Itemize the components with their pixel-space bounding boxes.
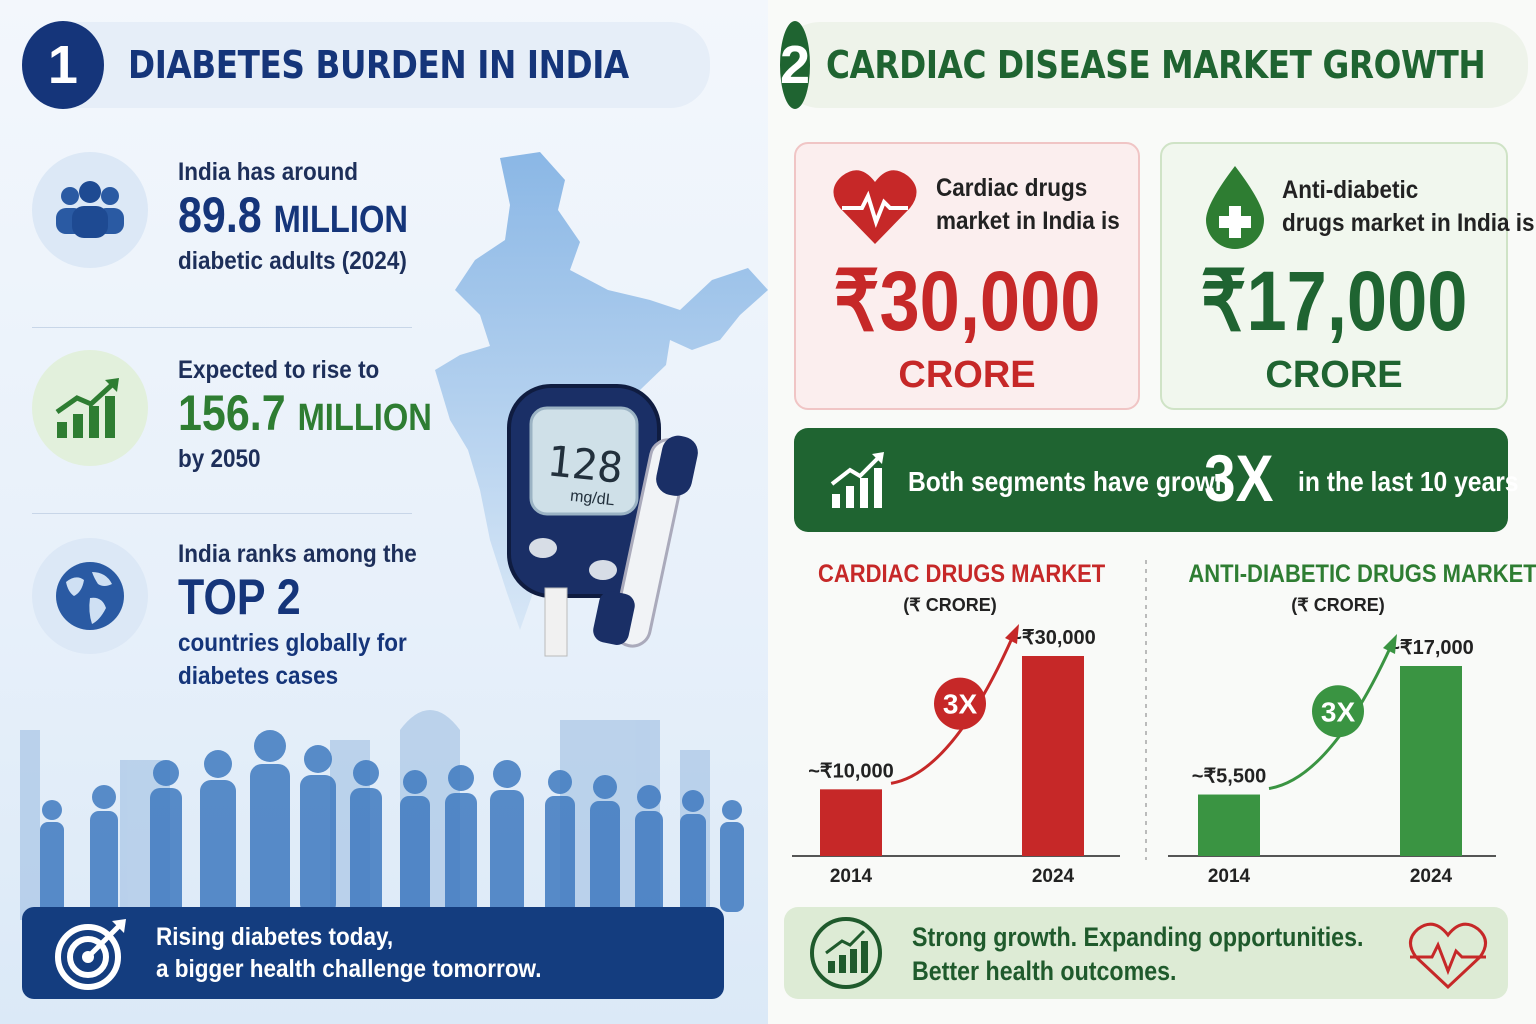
market-growth-charts: ~₹10,000 2014 ~₹30,000 2024 3X ~₹5,500 2014 ~₹1… bbox=[792, 560, 1496, 887]
section-title: CARDIAC DISEASE MARKET GROWTH bbox=[826, 43, 1486, 87]
card-amount: ₹30,000 bbox=[833, 254, 1101, 348]
right-footer-banner: Strong growth. Expanding opportunities. … bbox=[784, 907, 1508, 999]
section-number: 1 bbox=[22, 21, 104, 109]
section-number: 2 bbox=[780, 21, 811, 109]
section-2-header: 2 CARDIAC DISEASE MARKET GROWTH bbox=[780, 21, 1528, 109]
growth-arrowhead bbox=[1383, 634, 1397, 654]
stat-global-rank: India ranks among the TOP 2 countries gl… bbox=[32, 538, 432, 708]
section-1-header: 1 DIABETES BURDEN IN INDIA bbox=[22, 21, 710, 109]
stat-pre: India ranks among the bbox=[178, 540, 417, 568]
heart-pulse-outline-icon bbox=[1409, 922, 1487, 990]
card-unit: CRORE bbox=[1265, 354, 1403, 396]
chart-bar bbox=[1022, 656, 1084, 856]
stat-value: 156.7 MILLION bbox=[178, 385, 432, 443]
stat-expected-rise: Expected to rise to 156.7 MILLION by 205… bbox=[32, 350, 432, 510]
chart-value-label: ~₹30,000 bbox=[1010, 627, 1096, 649]
multiplier-badge bbox=[1312, 685, 1364, 738]
growth-text-1: Both segments have grown bbox=[908, 466, 1230, 497]
growth-arrow bbox=[890, 635, 1015, 785]
growth-chart-icon bbox=[32, 350, 148, 466]
stat-post: diabetic adults (2024) bbox=[178, 246, 407, 275]
card-unit: CRORE bbox=[898, 354, 1036, 396]
growth-chart-icon bbox=[830, 452, 884, 508]
cardiac-chart-title: CARDIAC DRUGS MARKET bbox=[818, 560, 1106, 588]
drop-plus-icon bbox=[1206, 166, 1264, 249]
growth-arrowhead bbox=[1005, 624, 1019, 644]
growth-highlight-banner: Both segments have grown 3X in the last … bbox=[794, 428, 1519, 532]
stat-post: by 2050 bbox=[178, 444, 261, 473]
chart-value-label: ~₹5,500 bbox=[1192, 766, 1266, 788]
stat-pre: Expected to rise to bbox=[178, 356, 380, 384]
stat-post: countries globally for bbox=[178, 628, 407, 657]
banner-line-2: Better health outcomes. bbox=[912, 955, 1177, 986]
chart-category-label: 2024 bbox=[1410, 866, 1453, 887]
chart-bar bbox=[1198, 794, 1260, 856]
card-label-1: Cardiac drugs bbox=[936, 174, 1088, 202]
cardiac-market-card: Cardiac drugs market in India is ₹30,000… bbox=[794, 142, 1140, 410]
growth-circle-icon bbox=[810, 917, 882, 989]
diabetic-chart-subtitle: (₹ CRORE) bbox=[1291, 595, 1385, 615]
card-label-2: market in India is bbox=[936, 206, 1120, 235]
stat-big: TOP 2 bbox=[178, 569, 301, 625]
stat-unit: MILLION bbox=[297, 397, 432, 439]
section-title: DIABETES BURDEN IN INDIA bbox=[127, 43, 629, 87]
card-amount: ₹17,000 bbox=[1200, 254, 1468, 348]
cardiac-chart-subtitle: (₹ CRORE) bbox=[903, 595, 997, 615]
diabetic-chart-title: ANTI-DIABETIC DRUGS MARKET bbox=[1188, 560, 1536, 588]
chart-bar bbox=[1400, 666, 1462, 856]
chart-value-label: ~₹17,000 bbox=[1388, 637, 1474, 659]
left-footer-banner: Rising diabetes today, a bigger health c… bbox=[22, 907, 724, 999]
stat-post-2: diabetes cases bbox=[178, 661, 339, 690]
stat-unit: MILLION bbox=[273, 199, 408, 241]
chart-value-label: ~₹10,000 bbox=[808, 760, 894, 782]
cardiac-panel: 2 CARDIAC DISEASE MARKET GROWTH Cardiac … bbox=[768, 0, 1536, 1024]
growth-text-2: in the last 10 years bbox=[1298, 466, 1519, 497]
chart-bar bbox=[820, 789, 882, 856]
growth-multiplier: 3X bbox=[1204, 441, 1274, 515]
chart-category-label: 2024 bbox=[1032, 866, 1075, 887]
heart-pulse-icon bbox=[833, 170, 917, 244]
multiplier-badge bbox=[934, 677, 986, 730]
diabetes-panel: 1 DIABETES BURDEN IN INDIA 128 mg/dL bbox=[0, 0, 768, 1024]
divider bbox=[32, 513, 412, 514]
banner-line-2: a bigger health challenge tomorrow. bbox=[156, 955, 542, 983]
multiplier-badge-label: 3X bbox=[943, 689, 978, 720]
divider bbox=[32, 327, 412, 328]
banner-line-1: Rising diabetes today, bbox=[156, 922, 394, 951]
people-icon bbox=[32, 152, 148, 268]
stat-value: 89.8 MILLION bbox=[178, 187, 408, 245]
card-label-1: Anti-diabetic bbox=[1282, 176, 1419, 204]
multiplier-badge-label: 3X bbox=[1321, 696, 1356, 727]
chart-category-label: 2014 bbox=[1208, 866, 1251, 887]
glucose-meter-illustration bbox=[507, 384, 698, 657]
target-icon bbox=[55, 919, 126, 990]
chart-category-label: 2014 bbox=[830, 866, 873, 887]
stat-diabetic-adults: India has around 89.8 MILLION diabetic a… bbox=[32, 152, 432, 312]
stat-big: 89.8 bbox=[178, 187, 262, 243]
anti-diabetic-market-card: Anti-diabetic drugs market in India is ₹… bbox=[1160, 142, 1535, 410]
banner-line-1: Strong growth. Expanding opportunities. bbox=[912, 922, 1364, 952]
stat-pre: India has around bbox=[178, 158, 359, 186]
card-label-2: drugs market in India is bbox=[1282, 208, 1535, 237]
growth-arrow bbox=[1268, 645, 1393, 791]
crowd-silhouette-illustration bbox=[20, 710, 744, 920]
globe-icon bbox=[32, 538, 148, 654]
stat-big: 156.7 bbox=[178, 385, 286, 441]
